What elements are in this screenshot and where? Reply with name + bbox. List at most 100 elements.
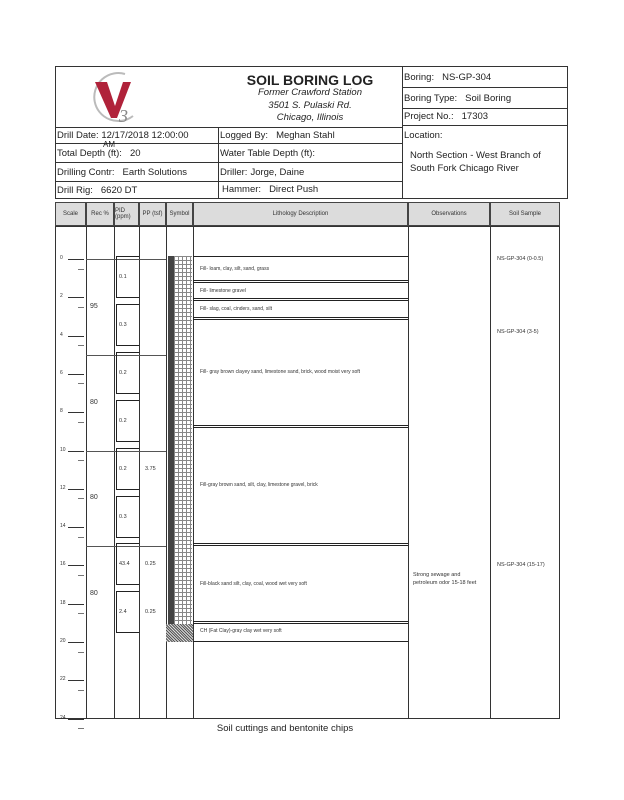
pid-box	[116, 591, 139, 634]
scale-minor-tick	[78, 460, 84, 461]
scale-minor-tick	[78, 345, 84, 347]
scale-minor-tick	[78, 728, 84, 730]
rec-divider	[86, 259, 166, 260]
scale-label: 22	[60, 676, 66, 683]
project-field: Project No.: 17303	[404, 111, 489, 122]
lithology-text: CH (Fat Clay)-gray clay wet very soft	[200, 628, 282, 635]
lithology-text: Fill- gray brown clayey sand, limestone …	[200, 369, 361, 376]
drill-rig-field: Drill Rig: 6620 DT	[57, 185, 138, 196]
pid-value: 43.4	[119, 561, 130, 568]
scale-label: 16	[60, 561, 66, 568]
col-lithology: Lithology Description	[193, 202, 408, 226]
scale-tick	[68, 373, 84, 375]
total-depth-field: Total Depth (ft): 20	[57, 148, 141, 159]
col-scale: Scale	[55, 202, 86, 226]
report-title: SOIL BORING LOG	[246, 72, 374, 88]
lithology-row	[193, 317, 408, 428]
scale-label: 6	[60, 369, 63, 376]
pid-value: 0.2	[119, 417, 127, 424]
scale-label: 24	[60, 714, 66, 721]
soil-sample-label: NS-GP-304 (3-5)	[497, 328, 539, 335]
site-city: Chicago, Illinois	[276, 112, 344, 123]
scale-label: 14	[60, 523, 66, 530]
lithology-row	[193, 424, 408, 547]
logged-by-field: Logged By: Meghan Stahl	[220, 130, 335, 141]
col-rec: Rec %	[86, 202, 114, 226]
soil-sample-label: NS-GP-304 (15-17)	[497, 562, 545, 569]
site-address: 3501 S. Pulaski Rd.	[268, 100, 352, 111]
lithology-text: Fill- slag, coal, cinders, sand, silt	[200, 306, 272, 313]
pid-value: 2.4	[119, 609, 127, 616]
scale-label: 2	[60, 293, 63, 300]
scale-tick	[68, 297, 84, 299]
scale-tick	[68, 718, 84, 720]
fill-grid-pattern	[168, 256, 192, 624]
boring-field: Boring: NS-GP-304	[404, 72, 492, 83]
site-name: Former Crawford Station	[257, 87, 362, 98]
pp-value: 3.75	[145, 465, 156, 472]
pid-box	[116, 351, 139, 394]
pid-box	[116, 447, 139, 490]
rec-value: 95	[90, 302, 98, 310]
scale-label: 20	[60, 638, 66, 644]
pid-box	[116, 495, 139, 538]
pid-box	[116, 256, 139, 299]
pid-value: 0.2	[119, 369, 127, 376]
scale-tick	[68, 680, 84, 682]
col-observations: Observations	[408, 202, 490, 226]
rec-value: 80	[90, 590, 98, 598]
lithology-row	[193, 298, 408, 321]
scale-tick	[68, 527, 84, 529]
lithology-row	[193, 620, 408, 642]
scale-label: 8	[60, 408, 63, 415]
clay-hatch-pattern	[166, 623, 193, 642]
scale-tick	[68, 488, 84, 490]
rec-value: 80	[90, 398, 98, 406]
pid-value: 0.1	[119, 274, 127, 281]
observation-text: Strong sewage and petroleum odor 15-18 f…	[413, 571, 477, 586]
pp-value: 0.25	[145, 561, 156, 568]
scale-tick	[68, 642, 84, 643]
scale-label: 0	[60, 255, 63, 261]
scale-minor-tick	[78, 421, 84, 423]
scale-minor-tick	[78, 498, 84, 500]
pid-value: 0.2	[119, 465, 127, 472]
scale-label: 18	[60, 599, 66, 606]
scale-tick	[68, 565, 84, 567]
svg-text:3: 3	[118, 106, 128, 126]
pid-value: 0.3	[119, 322, 127, 329]
scale-minor-tick	[78, 306, 84, 308]
rec-divider	[86, 450, 166, 452]
lithology-row	[193, 279, 408, 302]
scale-minor-tick	[78, 574, 84, 576]
rec-value: 80	[90, 494, 98, 502]
footer-note: Soil cuttings and bentonite chips	[216, 723, 354, 734]
lithology-text: Fill- limestone gravel	[200, 287, 246, 294]
scale-minor-tick	[78, 536, 84, 538]
location-value: North Section - West Branch of South For…	[410, 150, 541, 174]
col-pp: PP (tsf)	[139, 202, 166, 226]
drill-date-ampm: AM	[103, 140, 115, 149]
rec-divider	[86, 354, 166, 356]
rec-divider	[86, 546, 166, 548]
col-pid: PID (ppm)	[114, 202, 139, 226]
header-box	[55, 66, 568, 199]
location-label: Location:	[404, 130, 443, 141]
scale-minor-tick	[78, 613, 84, 615]
v3-logo: 3	[93, 72, 134, 126]
pid-value: 0.3	[119, 513, 127, 520]
col-symbol: Symbol	[166, 202, 193, 226]
scale-tick	[68, 259, 84, 260]
scale-minor-tick	[78, 383, 84, 385]
soil-sample-label: NS-GP-304 (0-0.5)	[497, 256, 544, 262]
pp-value: 0.25	[145, 609, 156, 616]
scale-tick	[68, 412, 84, 414]
scale-tick	[68, 450, 84, 452]
drilling-contr-field: Drilling Contr: Earth Solutions	[57, 167, 187, 178]
scale-minor-tick	[78, 268, 84, 270]
lithology-text: Fill-black sand silt, clay, coal, wood w…	[200, 580, 307, 587]
lithology-text: Fill-gray brown sand, silt, clay, limest…	[200, 482, 318, 489]
scale-tick	[68, 335, 84, 337]
scale-minor-tick	[78, 689, 84, 691]
log-table	[55, 226, 560, 719]
